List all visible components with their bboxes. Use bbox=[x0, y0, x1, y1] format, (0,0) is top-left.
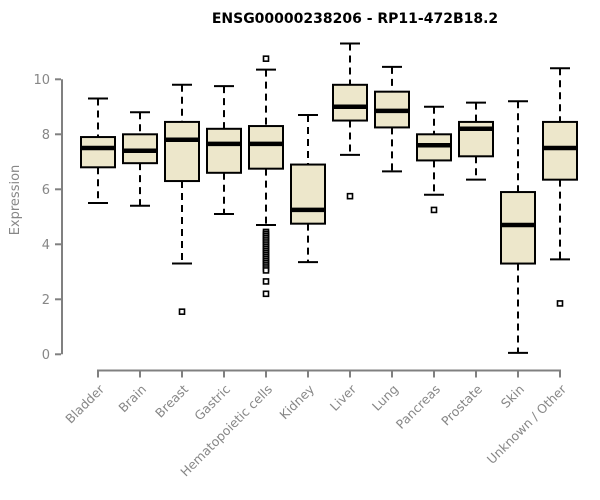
iqr-box bbox=[164, 120, 200, 183]
boxplot-hematopoietic-cells bbox=[248, 55, 284, 298]
x-tick-label: Breast bbox=[152, 381, 191, 420]
boxplot-kidney bbox=[290, 114, 326, 264]
x-tick-label: Kidney bbox=[276, 381, 317, 422]
iqr-box bbox=[332, 83, 368, 122]
boxplot-skin bbox=[500, 100, 536, 354]
y-tick-label: 6 bbox=[42, 183, 50, 198]
y-tick-label: 2 bbox=[42, 293, 50, 308]
boxplot-unknown-other bbox=[542, 67, 578, 307]
x-tick-label: Pancreas bbox=[393, 382, 443, 432]
x-tick-label: Bladder bbox=[62, 381, 107, 426]
outlier-point bbox=[262, 55, 270, 62]
outlier-point bbox=[262, 290, 270, 298]
x-tick-label: Prostate bbox=[438, 381, 485, 428]
x-tick-label: Gastric bbox=[191, 381, 233, 423]
x-tick-label: Skin bbox=[498, 382, 527, 411]
boxplot-prostate bbox=[458, 101, 494, 181]
boxplot-breast bbox=[164, 83, 200, 315]
y-tick-label: 8 bbox=[42, 128, 50, 143]
iqr-box bbox=[206, 127, 242, 174]
iqr-box bbox=[458, 120, 494, 158]
boxplot-gastric bbox=[206, 85, 242, 216]
outlier-point bbox=[430, 206, 438, 214]
outlier-point bbox=[556, 300, 564, 307]
boxplot-bladder bbox=[80, 97, 116, 205]
x-tick-label: Unknown / Other bbox=[484, 381, 570, 467]
x-tick-label: Lung bbox=[369, 382, 401, 414]
boxplot-liver bbox=[332, 42, 368, 200]
iqr-box bbox=[542, 120, 578, 181]
boxplot-lung bbox=[374, 65, 410, 173]
iqr-box bbox=[248, 125, 284, 170]
iqr-box bbox=[290, 163, 326, 225]
y-axis-label: Expression bbox=[8, 165, 23, 236]
boxplot-pancreas bbox=[416, 105, 452, 214]
outlier-point bbox=[178, 308, 186, 315]
iqr-box bbox=[500, 191, 536, 265]
x-tick-label: Liver bbox=[327, 381, 360, 414]
boxplot-brain bbox=[122, 111, 158, 207]
outlier-point bbox=[346, 192, 354, 200]
boxplots bbox=[80, 42, 578, 354]
y-tick-label: 10 bbox=[33, 73, 50, 88]
outlier-point bbox=[262, 278, 270, 285]
y-tick-label: 0 bbox=[42, 348, 50, 363]
chart-title: ENSG00000238206 - RP11-472B18.2 bbox=[212, 11, 498, 27]
outlier-point bbox=[262, 267, 270, 274]
x-tick-label: Brain bbox=[115, 382, 149, 416]
iqr-box bbox=[80, 136, 116, 169]
y-tick-label: 4 bbox=[42, 238, 50, 253]
